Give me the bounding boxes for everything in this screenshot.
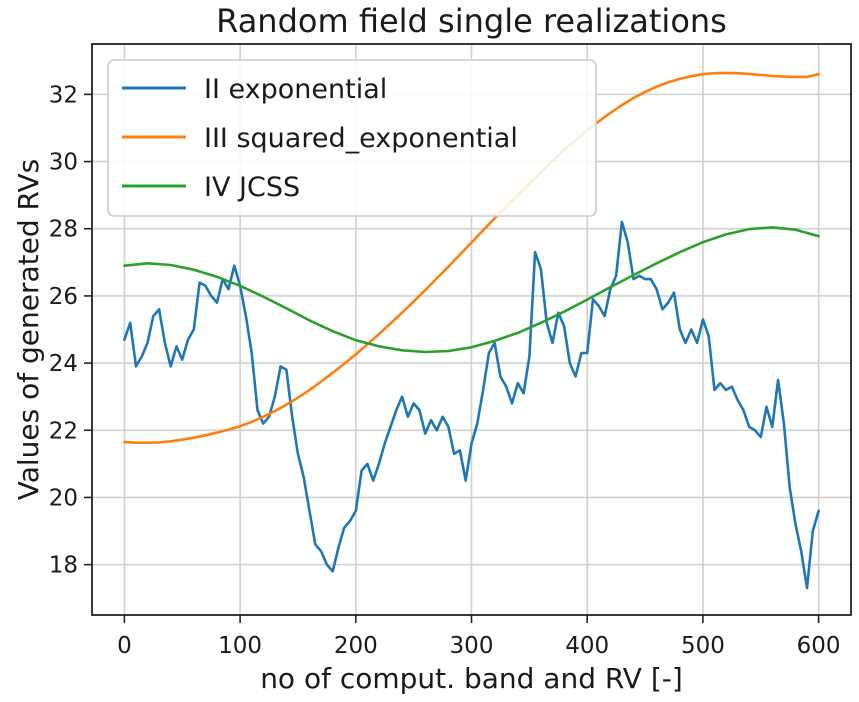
x-tick-label: 100 [218,633,262,659]
x-tick-label: 400 [565,633,609,659]
y-tick-label: 20 [49,485,78,511]
y-tick-label: 26 [49,284,78,310]
y-tick-label: 18 [49,553,78,579]
series-line-2 [123,71,820,445]
legend-frame [107,59,597,217]
x-tick-label: 600 [797,633,841,659]
axes: 0 100 200 300 400 500 600 18 20 22 24 26 28 30 32 [49,82,841,659]
y-tick-label: 28 [49,217,78,243]
x-tick-label: 200 [334,633,378,659]
legend: II exponential III squared_exponential IV … [107,59,597,217]
x-tick-label: 500 [681,633,725,659]
legend-label-3: IV JCSS [204,172,300,203]
series-line-3 [123,226,820,354]
x-axis-title: no of comput. band and RV [-] [260,662,683,695]
y-tick-label: 30 [49,150,78,176]
legend-label-2: III squared_exponential [204,123,518,154]
y-axis-title: Values of generated RVs [12,159,45,500]
legend-label-1: II exponential [204,74,387,105]
x-tick-label: 300 [450,633,494,659]
y-tick-label: 24 [49,351,78,377]
x-tick-label: 0 [117,633,132,659]
y-tick-label: 22 [49,418,78,444]
y-tick-label: 32 [49,82,78,108]
series-lines [123,71,820,590]
chart-title: Random field single realizations [216,2,727,40]
